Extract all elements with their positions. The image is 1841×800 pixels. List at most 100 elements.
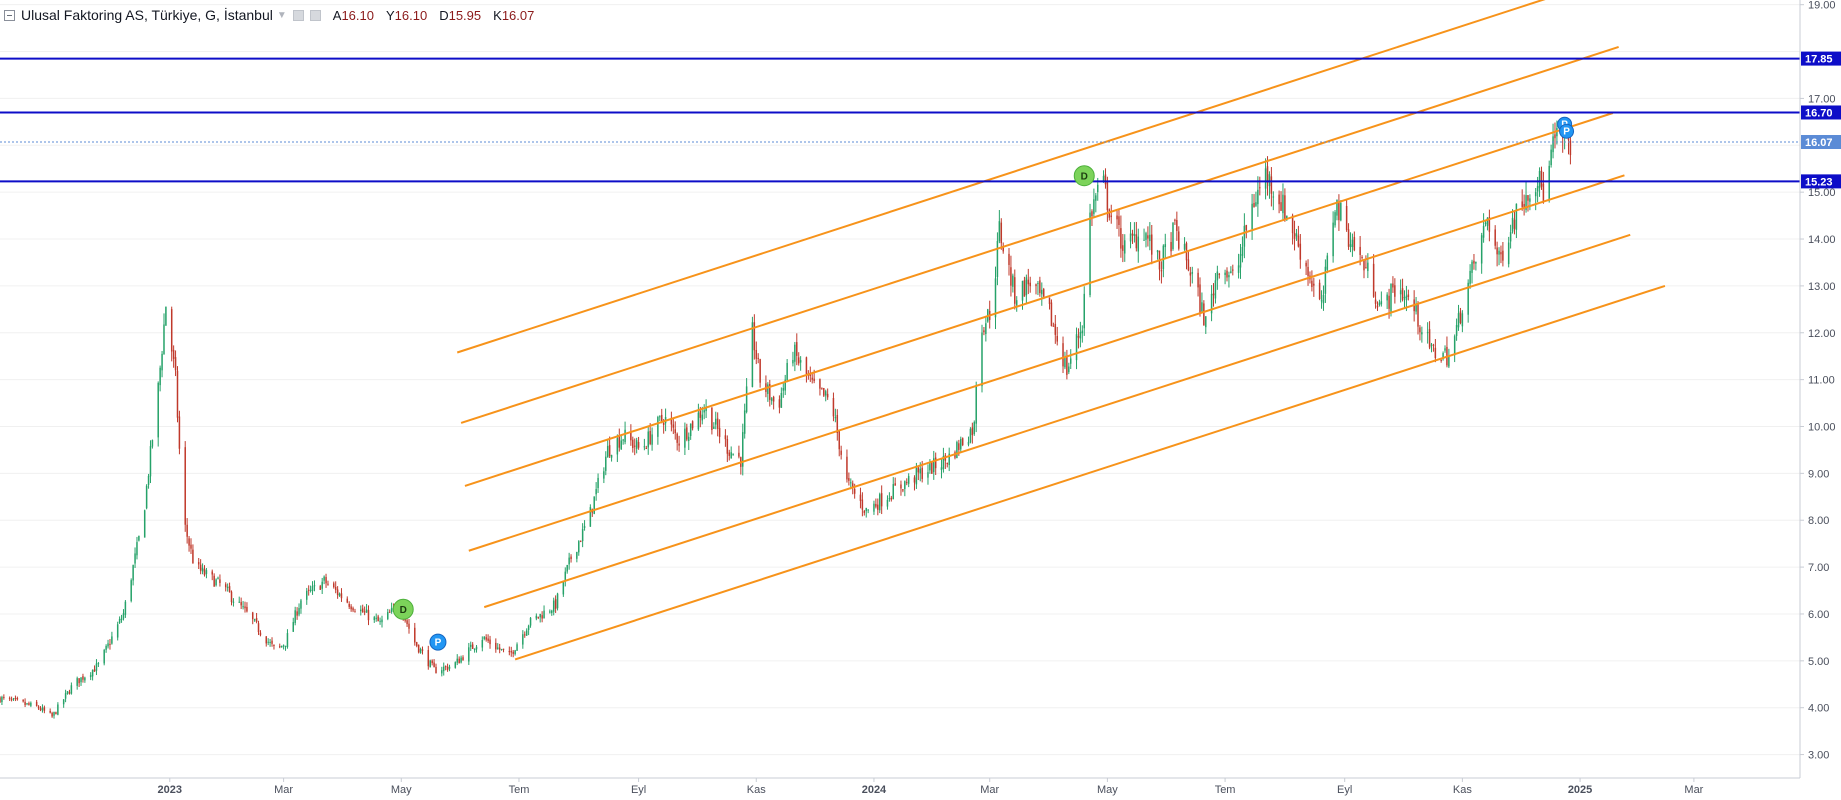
channel-line[interactable] bbox=[456, 0, 1591, 354]
dividend-marker[interactable]: D bbox=[392, 598, 414, 620]
candle-body bbox=[388, 611, 391, 613]
candle bbox=[1037, 280, 1039, 296]
candle bbox=[890, 495, 893, 502]
symbol-title[interactable]: Ulusal Faktoring AS, Türkiye, G, İstanbu… bbox=[21, 7, 273, 23]
candle-body bbox=[201, 567, 204, 572]
candle bbox=[894, 477, 896, 486]
candle bbox=[1297, 225, 1300, 248]
candle-body bbox=[1394, 285, 1396, 297]
candle bbox=[796, 333, 798, 366]
chevron-down-icon[interactable]: ▼ bbox=[276, 9, 287, 21]
candle bbox=[251, 611, 254, 625]
last-price-tag-label: 16.07 bbox=[1805, 137, 1833, 149]
candle-body bbox=[552, 600, 555, 612]
candle-body bbox=[1525, 195, 1527, 210]
candle bbox=[1226, 267, 1228, 282]
split-marker[interactable]: P bbox=[1559, 123, 1575, 139]
candle-body bbox=[578, 541, 580, 553]
candle bbox=[745, 378, 748, 414]
candle-body bbox=[608, 445, 611, 457]
candle-body bbox=[1542, 183, 1545, 202]
candle-body bbox=[902, 489, 904, 491]
candle bbox=[975, 381, 977, 433]
candle bbox=[1390, 283, 1392, 317]
candle-body bbox=[203, 568, 206, 576]
price-tag-bg bbox=[1801, 174, 1841, 189]
candle-body bbox=[1110, 215, 1113, 217]
channel-line[interactable] bbox=[460, 45, 1619, 424]
candle-body bbox=[1426, 332, 1429, 334]
candle-body bbox=[468, 647, 470, 662]
candle-body bbox=[967, 441, 970, 445]
candle bbox=[678, 435, 680, 452]
candle-body bbox=[157, 382, 159, 438]
candle bbox=[64, 689, 67, 703]
candle-body bbox=[670, 417, 673, 425]
candle-body bbox=[510, 651, 513, 653]
candle-body bbox=[985, 323, 987, 334]
candle-body bbox=[1122, 245, 1124, 251]
candle bbox=[495, 638, 497, 653]
candle-body bbox=[68, 692, 71, 694]
candle bbox=[1232, 264, 1234, 276]
candle bbox=[1419, 325, 1421, 341]
candle-body bbox=[373, 617, 376, 621]
candle bbox=[562, 580, 565, 597]
candle-body bbox=[1318, 282, 1321, 300]
candle-body bbox=[441, 670, 443, 674]
candle-body bbox=[1205, 316, 1207, 328]
candle bbox=[1307, 259, 1309, 286]
collapse-icon[interactable] bbox=[4, 9, 15, 21]
candle-body bbox=[78, 678, 80, 684]
candle bbox=[1386, 292, 1388, 309]
candle bbox=[1014, 269, 1016, 310]
candle bbox=[863, 509, 866, 516]
candle-body bbox=[994, 278, 997, 318]
candle-body bbox=[1137, 236, 1140, 252]
split-marker[interactable]: P bbox=[429, 633, 447, 651]
indicator-close-icon[interactable] bbox=[309, 9, 321, 21]
candle bbox=[1077, 328, 1080, 349]
candle-body bbox=[51, 712, 53, 717]
candle-body bbox=[1068, 366, 1070, 373]
channel-line[interactable] bbox=[468, 174, 1625, 552]
candle-body bbox=[3, 696, 5, 698]
candle bbox=[340, 588, 343, 602]
x-tick-label: May bbox=[1097, 784, 1118, 796]
price-tag: 17.85 bbox=[1801, 51, 1841, 66]
candle bbox=[1064, 351, 1066, 370]
candle bbox=[105, 644, 107, 653]
candle bbox=[381, 615, 383, 628]
candle-body bbox=[1538, 171, 1541, 189]
candle bbox=[1243, 213, 1246, 259]
candle-body bbox=[759, 359, 761, 383]
candle-body bbox=[780, 392, 783, 408]
candle-body bbox=[973, 421, 976, 434]
candle-body bbox=[1293, 232, 1296, 239]
candle bbox=[1116, 210, 1118, 229]
candle bbox=[1338, 194, 1340, 231]
indicator-settings-icon[interactable] bbox=[292, 9, 304, 21]
candle-body bbox=[649, 430, 651, 445]
candle bbox=[1293, 220, 1296, 251]
candle bbox=[481, 636, 484, 652]
dividend-marker[interactable]: D bbox=[1073, 165, 1095, 187]
candle bbox=[1399, 279, 1402, 303]
candle-body bbox=[1376, 305, 1379, 308]
channel-line[interactable] bbox=[483, 233, 1631, 609]
candle bbox=[948, 447, 950, 472]
candle-body bbox=[1266, 166, 1269, 183]
candle bbox=[1259, 176, 1261, 196]
channel-line[interactable] bbox=[464, 112, 1614, 487]
candle bbox=[711, 407, 713, 435]
channel-line[interactable] bbox=[514, 284, 1666, 661]
candle-body bbox=[1178, 231, 1180, 249]
candle-body bbox=[564, 571, 567, 582]
candle-body bbox=[832, 398, 835, 417]
candle bbox=[68, 689, 71, 695]
candle-body bbox=[919, 468, 922, 474]
candle-body bbox=[983, 330, 985, 333]
candle-body bbox=[811, 377, 813, 380]
candle bbox=[1, 695, 3, 706]
